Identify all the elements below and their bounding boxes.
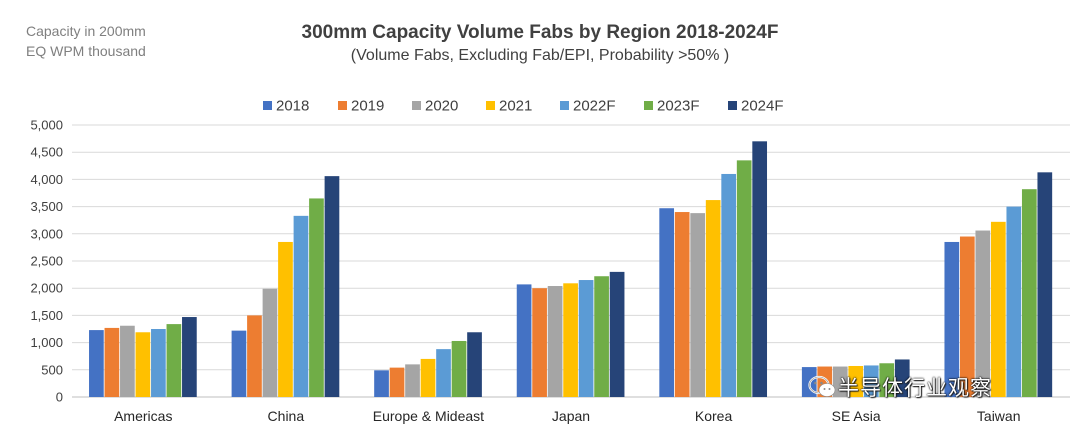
bar	[389, 367, 405, 397]
bar	[863, 365, 879, 397]
bar	[467, 332, 482, 397]
x-tick-label: Taiwan	[977, 408, 1021, 424]
bar	[736, 160, 752, 397]
legend-swatch	[560, 101, 569, 110]
bar	[516, 284, 532, 397]
y-tick-label: 5,000	[30, 118, 63, 133]
unit-label-line1: Capacity in 200mm	[26, 23, 146, 39]
legend: 2018 2019 2020 2021 2022F 2023F 2024F	[263, 98, 784, 115]
x-tick-label: Americas	[114, 408, 172, 424]
bar	[690, 213, 706, 397]
y-tick-label: 4,500	[30, 145, 63, 160]
bar	[609, 271, 625, 397]
x-tick-label: SE Asia	[832, 408, 881, 424]
bar	[120, 325, 135, 397]
bar	[848, 365, 864, 397]
bar	[278, 241, 293, 397]
y-tick-label: 1,000	[30, 335, 63, 350]
bar	[451, 340, 467, 397]
legend-label: 2022F	[573, 98, 616, 115]
unit-label-line2: EQ WPM thousand	[26, 43, 146, 59]
y-tick-label: 2,000	[30, 281, 63, 296]
bar	[309, 198, 324, 397]
watermark-text: 半导体行业观察	[838, 376, 992, 400]
bar	[578, 280, 594, 397]
legend-swatch	[728, 101, 737, 110]
bar	[944, 241, 960, 397]
bar	[104, 327, 120, 397]
bar	[879, 363, 895, 397]
y-axis-ticks: 0 500 1,000 1,500 2,000 2,500 3,000 3,500 4,000 4…	[30, 118, 63, 405]
bar	[659, 208, 675, 397]
bar	[1006, 206, 1022, 397]
bar	[752, 141, 768, 397]
bar	[705, 200, 721, 397]
legend-swatch	[263, 101, 272, 110]
bar	[135, 332, 151, 397]
x-axis-ticks: Americas China Europe & Mideast Japan Korea S…	[114, 408, 1020, 424]
y-tick-label: 0	[56, 390, 63, 405]
bar	[721, 173, 737, 397]
legend-label: 2023F	[657, 98, 700, 115]
x-tick-label: Japan	[552, 408, 590, 424]
y-tick-label: 500	[41, 362, 63, 377]
bar	[293, 215, 309, 397]
bar	[894, 359, 910, 397]
bar	[420, 358, 436, 397]
bar	[247, 315, 262, 397]
y-tick-label: 2,500	[30, 254, 63, 269]
legend-swatch	[412, 101, 421, 110]
bar	[405, 364, 420, 397]
y-tick-label: 3,000	[30, 226, 63, 241]
bar	[374, 370, 389, 397]
bar	[89, 330, 104, 397]
bar	[832, 366, 848, 397]
watermark: 半导体行业观察	[808, 372, 992, 402]
bar	[262, 288, 278, 397]
bar	[975, 230, 991, 397]
legend-label: 2021	[499, 98, 532, 115]
bar	[166, 324, 182, 397]
bar	[959, 236, 975, 397]
bars	[89, 141, 1053, 397]
bar	[594, 276, 609, 397]
bar	[1037, 172, 1053, 397]
legend-swatch	[486, 101, 495, 110]
x-tick-label: Korea	[695, 408, 733, 424]
bar	[1021, 189, 1037, 397]
bar	[324, 176, 340, 397]
chart-subtitle: (Volume Fabs, Excluding Fab/EPI, Probabi…	[350, 47, 730, 64]
bar	[547, 286, 563, 397]
bar	[231, 330, 247, 397]
bar	[151, 329, 166, 397]
x-tick-label: China	[268, 408, 305, 424]
y-tick-label: 4,000	[30, 172, 63, 187]
legend-label: 2024F	[741, 98, 784, 115]
bar	[990, 221, 1006, 397]
bar	[674, 212, 690, 397]
legend-swatch	[644, 101, 653, 110]
legend-label: 2018	[276, 98, 309, 115]
legend-swatch	[338, 101, 347, 110]
y-tick-label: 3,500	[30, 199, 63, 214]
legend-label: 2020	[425, 98, 458, 115]
bar	[182, 317, 197, 397]
chart-title: 300mm Capacity Volume Fabs by Region 201…	[301, 22, 779, 43]
bar	[532, 288, 547, 397]
bar	[563, 283, 578, 397]
wechat-icon	[808, 375, 836, 397]
y-tick-label: 1,500	[30, 308, 63, 323]
x-tick-label: Europe & Mideast	[373, 408, 484, 424]
legend-label: 2019	[351, 98, 384, 115]
bar	[436, 349, 451, 397]
